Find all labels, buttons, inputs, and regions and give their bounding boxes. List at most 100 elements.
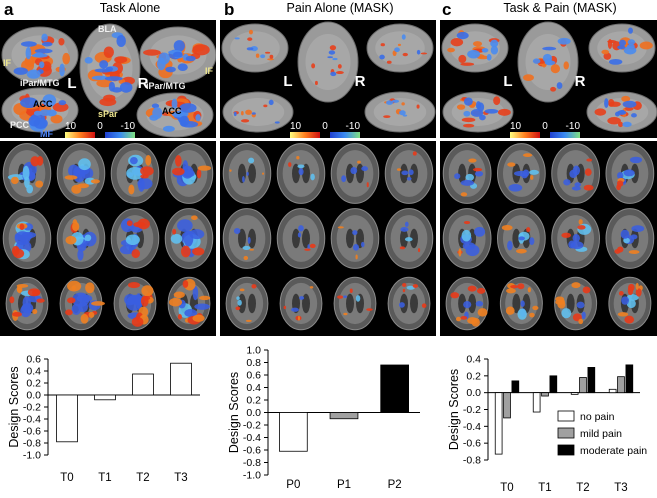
brain-view <box>586 91 657 133</box>
x-category-label: T3 <box>174 472 187 484</box>
brain-view <box>297 21 359 103</box>
colorbar-tick-label: 10 <box>290 121 302 132</box>
surface-svg-a: L R 10 0 -10 IF iPar/MTG BLA sPar iPar/MTG IF ACC PC… <box>1 23 216 138</box>
x-category-label: P1 <box>337 479 351 491</box>
y-tick-label: -0.6 <box>463 438 481 450</box>
axial-slice <box>497 143 546 204</box>
axial-svg-c <box>442 143 655 331</box>
colorbar-positive <box>510 132 540 138</box>
legend-label: mild pain <box>580 428 622 440</box>
hemisphere-label-right: R <box>575 73 586 90</box>
y-tick-label: -0.4 <box>23 414 41 426</box>
y-tick-label: -0.8 <box>463 455 481 467</box>
axial-slice <box>5 276 49 331</box>
brain-view <box>366 23 434 73</box>
brain-view <box>139 26 216 84</box>
bar <box>570 392 579 395</box>
brain-view <box>442 91 514 133</box>
y-tick-label: -0.6 <box>23 426 41 438</box>
y-tick-label: -0.8 <box>243 457 261 469</box>
bar <box>329 412 359 420</box>
x-category-label: T0 <box>60 472 73 484</box>
axial-slice <box>497 208 546 269</box>
axial-slice <box>2 143 52 204</box>
colorbar-tick-label: -10 <box>566 121 581 132</box>
bar <box>587 367 596 394</box>
bar <box>511 380 520 394</box>
brain-view <box>136 92 214 138</box>
bar <box>380 364 410 413</box>
axial-slice <box>279 276 323 331</box>
hemisphere-label-right: R <box>138 75 149 92</box>
legend-label: moderate pain <box>580 445 647 457</box>
design-scores-chart-a: -1.0-0.8-0.6-0.4-0.20.00.20.40.6 Design S… <box>7 354 200 484</box>
axial-slice <box>442 143 492 204</box>
x-category-label: P2 <box>388 479 402 491</box>
colorbar-negative <box>550 132 580 138</box>
panel-title-b: Pain Alone (MASK) <box>286 1 394 15</box>
x-category-label: T2 <box>136 472 149 484</box>
y-tick-label: 0.2 <box>26 378 41 390</box>
bar <box>617 376 625 394</box>
region-annotation: IF <box>3 58 12 68</box>
axial-slice <box>333 276 377 331</box>
y-tick-label: -0.4 <box>463 421 481 433</box>
axial-slice <box>56 208 106 269</box>
axial-slice <box>330 143 380 204</box>
bar <box>494 392 503 455</box>
panel-title-c: Task & Pain (MASK) <box>503 1 617 15</box>
bar <box>579 377 587 394</box>
colorbar-tick-label: -10 <box>346 121 361 132</box>
surface-svg-c: L R 10 0 -10 <box>441 21 657 138</box>
axial-slice <box>551 143 600 204</box>
axial-slice <box>387 276 431 331</box>
colorbar-tick-label: 0 <box>542 121 548 132</box>
x-category-label: T1 <box>98 472 111 484</box>
colorbar-tick-label: 0 <box>322 121 328 132</box>
region-annotation: MF <box>40 129 53 138</box>
hemisphere-label-left: L <box>503 73 512 90</box>
y-axis-label: Design Scores <box>7 366 21 447</box>
brain-axial-a <box>0 141 216 336</box>
panel-letter-a: a <box>4 0 14 19</box>
axial-slice <box>164 143 214 204</box>
design-scores-chart-c: -0.8 -0.6 -0.4 -0.2 0.0 0.2 0.4 Design Scores T0… <box>447 354 647 495</box>
hemisphere-label-right: R <box>355 73 366 90</box>
x-category-label: T2 <box>576 482 589 494</box>
legend-swatch <box>557 427 575 439</box>
x-category-label: T3 <box>614 482 627 494</box>
legend-swatch <box>557 410 575 422</box>
y-tick-label: -1.0 <box>243 470 261 482</box>
y-tick-label: -0.6 <box>243 445 261 457</box>
axial-slice <box>59 276 105 331</box>
y-tick-label: 0.0 <box>246 407 261 419</box>
colorbar-positive <box>290 132 320 138</box>
brain-view <box>1 87 79 133</box>
y-tick-label: 0.0 <box>26 390 41 402</box>
axial-slice <box>110 143 160 204</box>
bar <box>625 364 634 394</box>
y-tick-label: 1.0 <box>246 345 261 357</box>
axial-slice <box>167 276 211 331</box>
region-annotation: ACC <box>33 99 53 109</box>
bar <box>56 394 78 443</box>
axial-slice <box>605 208 655 269</box>
x-category-label: T1 <box>538 482 551 494</box>
axial-svg-a <box>2 143 214 331</box>
axial-slice <box>554 276 598 331</box>
axial-slice <box>330 208 380 269</box>
region-annotation: ACC <box>162 106 182 116</box>
brain-view <box>79 23 141 113</box>
axial-slice <box>276 208 326 269</box>
region-annotation: iPar/MTG <box>20 78 60 88</box>
axial-slice <box>56 143 106 204</box>
axial-slice <box>110 208 160 269</box>
y-tick-label: 0.6 <box>26 354 41 366</box>
brain-view <box>588 23 656 73</box>
bar <box>132 373 154 396</box>
y-tick-label: 0.4 <box>246 382 261 394</box>
legend-swatch <box>557 444 575 456</box>
panel-letter-c: c <box>442 0 452 19</box>
colorbar-tick-label: 10 <box>65 121 77 132</box>
y-tick-label: -0.2 <box>23 402 41 414</box>
